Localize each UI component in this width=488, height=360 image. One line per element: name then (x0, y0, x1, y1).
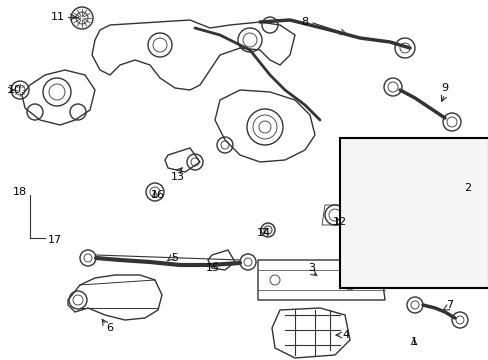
Text: 6: 6 (106, 323, 113, 333)
Text: 7: 7 (446, 300, 453, 310)
Polygon shape (207, 250, 235, 270)
Text: 8: 8 (301, 17, 308, 27)
Text: 11: 11 (51, 12, 65, 22)
Text: 9: 9 (441, 83, 447, 93)
Text: 15: 15 (205, 263, 220, 273)
Polygon shape (215, 90, 314, 162)
Polygon shape (22, 70, 95, 125)
Polygon shape (258, 260, 384, 300)
Text: 1: 1 (409, 337, 417, 347)
Text: 4: 4 (342, 330, 349, 340)
Text: 12: 12 (332, 217, 346, 227)
Polygon shape (271, 308, 349, 358)
Polygon shape (321, 205, 347, 225)
Text: 2: 2 (464, 183, 470, 193)
Text: 17: 17 (48, 235, 62, 245)
Text: 3: 3 (308, 263, 315, 273)
Polygon shape (68, 275, 162, 320)
Text: 5: 5 (171, 253, 178, 263)
Text: 18: 18 (13, 187, 27, 197)
Text: 14: 14 (256, 228, 270, 238)
Text: 10: 10 (8, 85, 22, 95)
Polygon shape (92, 20, 294, 90)
Text: 13: 13 (171, 172, 184, 182)
Text: 16: 16 (151, 190, 164, 200)
Circle shape (261, 223, 274, 237)
Circle shape (71, 7, 93, 29)
Polygon shape (164, 148, 200, 172)
Bar (339, 138, 488, 288)
